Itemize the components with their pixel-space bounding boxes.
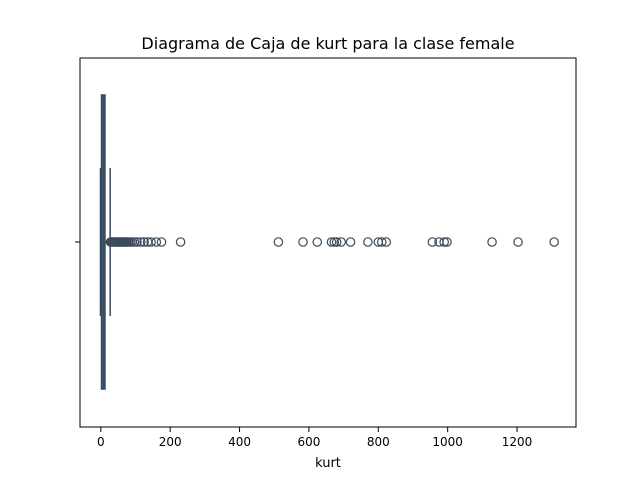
outlier-point: [487, 237, 497, 247]
outlier-point: [156, 237, 167, 247]
x-tick-label: 800: [367, 435, 390, 449]
outlier-point: [439, 237, 449, 247]
outlier-point: [427, 237, 438, 247]
x-tick-label: 600: [297, 435, 320, 449]
x-tick-label: 0: [97, 435, 105, 449]
outlier-point: [549, 237, 559, 247]
x-axis-label: kurt: [315, 456, 341, 471]
outlier-point: [146, 237, 156, 247]
outlier-point: [336, 237, 346, 247]
x-tick-label: 200: [159, 435, 182, 449]
outlier-point: [273, 237, 284, 247]
outlier-point: [135, 237, 146, 247]
x-tick-label: 1200: [502, 435, 533, 449]
outlier-point: [442, 237, 452, 247]
outlier-point: [139, 237, 149, 247]
outlier-point: [151, 237, 162, 247]
plot-area-frame: [79, 57, 577, 428]
chart-title: Diagrama de Caja de kurt para la clase f…: [141, 34, 514, 53]
outlier-point: [376, 237, 387, 247]
outlier-point: [175, 237, 186, 247]
box-group: [99, 94, 111, 390]
outlier-point: [129, 237, 140, 247]
outlier-point: [329, 237, 340, 247]
outlier-point: [513, 237, 523, 247]
outlier-point: [363, 237, 373, 247]
outlier-point: [331, 237, 342, 247]
outlier-point: [326, 237, 337, 247]
outlier-point: [312, 237, 323, 247]
outlier-point: [132, 237, 142, 247]
outlier-group: [105, 237, 559, 247]
outlier-point: [298, 237, 308, 247]
outlier-point: [345, 237, 356, 247]
x-tick-label: 1000: [432, 435, 463, 449]
x-axis: 0 200 400 600 800 1000 1200: [97, 427, 532, 449]
x-tick-label: 400: [228, 435, 251, 449]
outlier-point: [381, 237, 392, 247]
